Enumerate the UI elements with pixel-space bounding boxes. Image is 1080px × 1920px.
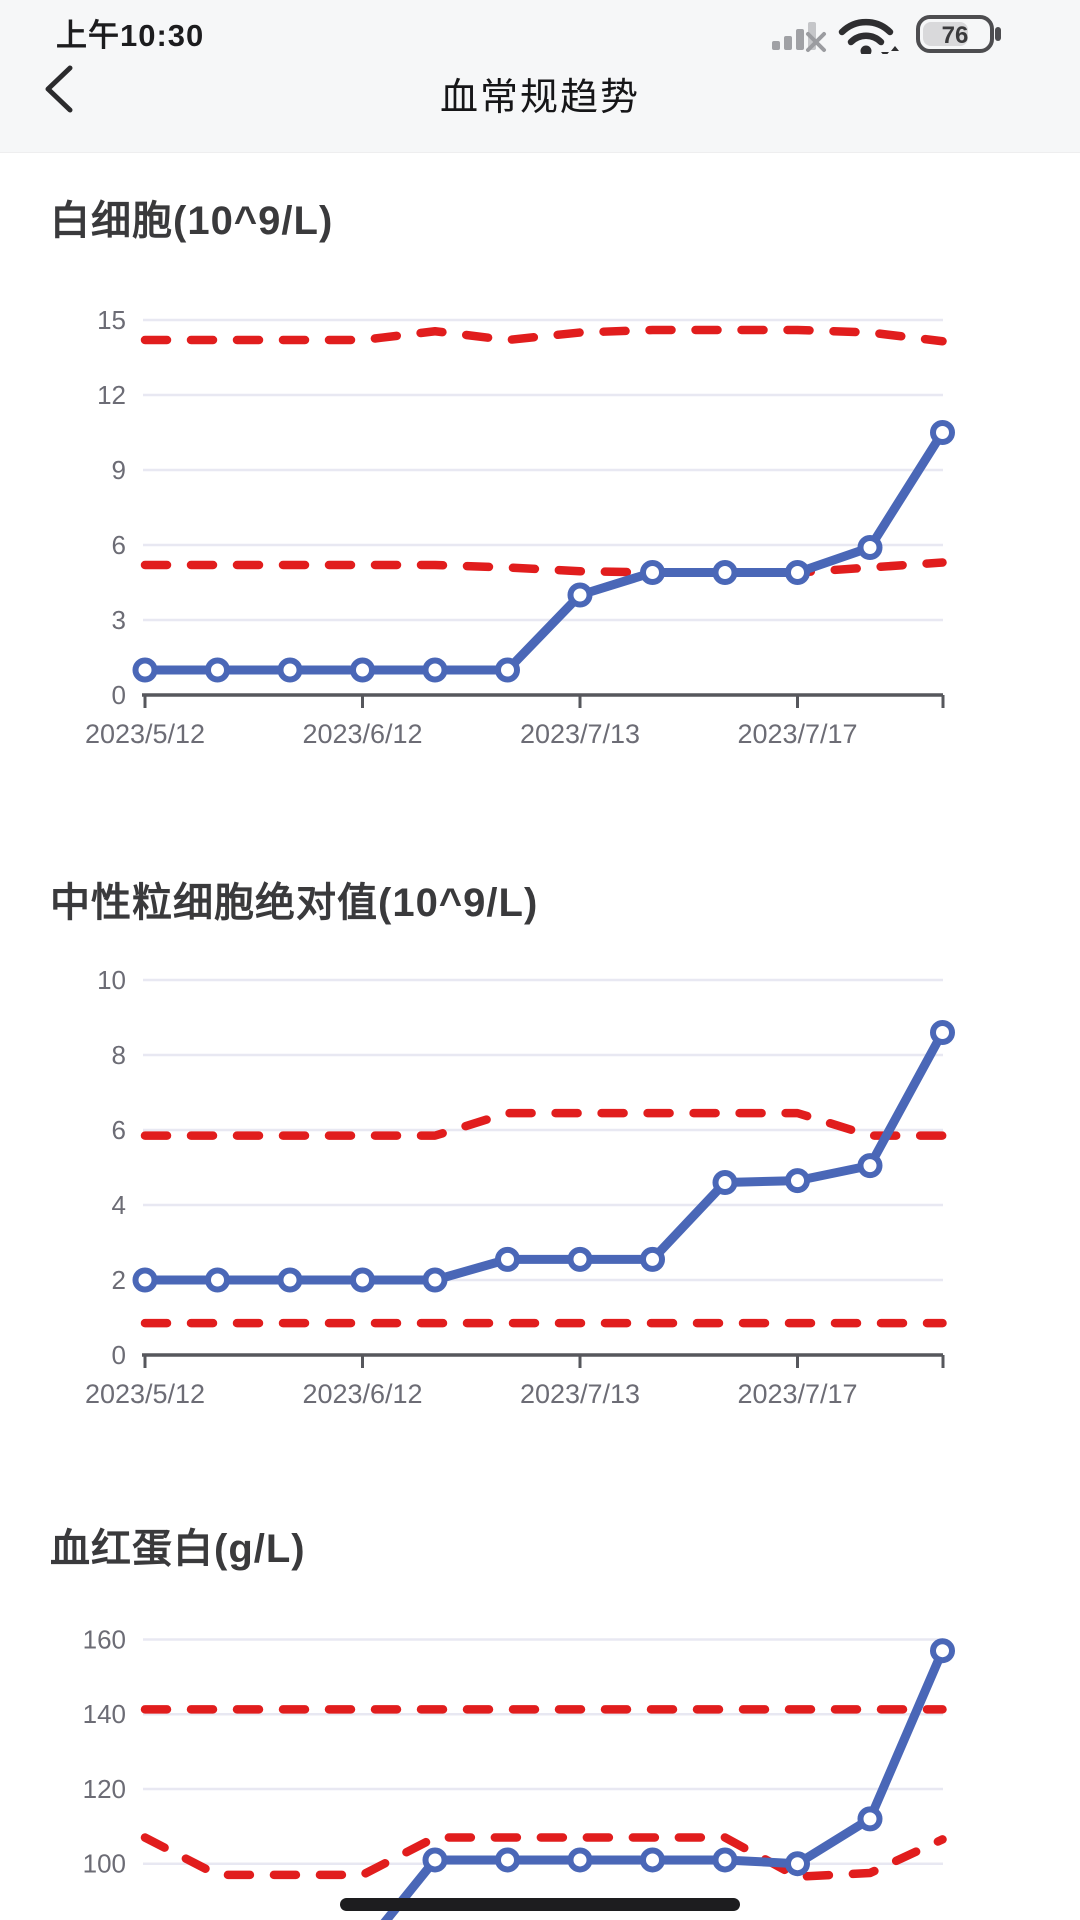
svg-text:2: 2 [112,1265,126,1295]
svg-text:10: 10 [97,965,126,995]
chart-title-neutrophil: 中性粒细胞绝对值(10^9/L) [50,881,539,925]
svg-text:100: 100 [83,1849,126,1879]
page-title: 血常规趋势 [439,77,640,119]
svg-text:2023/7/17: 2023/7/17 [737,719,857,749]
svg-text:6: 6 [112,1115,126,1145]
svg-text:0: 0 [112,680,126,710]
svg-text:15: 15 [97,305,126,335]
svg-text:3: 3 [112,605,126,635]
cellular-no-service-icon [772,22,826,52]
wbc-trend-plot: 15 12 9 6 3 0 2023/5/12 2023/6/12 2023/7/13 2023/… [85,305,955,749]
svg-text:2023/7/13: 2023/7/13 [520,1379,640,1409]
svg-text:9: 9 [112,455,126,485]
svg-text:2023/6/12: 2023/6/12 [302,1379,422,1409]
svg-text:2023/7/17: 2023/7/17 [737,1379,857,1409]
back-button[interactable] [34,58,94,118]
svg-text:0: 0 [112,1340,126,1370]
svg-text:6: 6 [112,530,126,560]
svg-text:2023/7/13: 2023/7/13 [520,719,640,749]
chart-title-wbc: 白细胞(10^9/L) [50,199,334,243]
chart-title-hemoglobin: 血红蛋白(g/L) [50,1527,306,1571]
svg-text:160: 160 [83,1624,126,1654]
neutrophil-trend-plot: 10 8 6 4 2 0 2023/5/12 2023/6/12 2023/7/13 2023/7… [85,965,955,1409]
battery-icon: 76 [916,15,1001,53]
battery-percent-text: 76 [942,22,969,49]
svg-text:2023/5/12: 2023/5/12 [85,1379,205,1409]
hemoglobin-trend-plot: 160 140 120 100 [83,1624,955,1920]
svg-text:12: 12 [97,380,126,410]
svg-text:2023/5/12: 2023/5/12 [85,719,205,749]
svg-text:120: 120 [83,1774,126,1804]
svg-text:4: 4 [112,1190,126,1220]
home-indicator[interactable] [340,1898,740,1911]
svg-text:140: 140 [83,1699,126,1729]
status-time: 上午10:30 [56,18,205,53]
svg-text:8: 8 [112,1040,126,1070]
chevron-left-icon [45,65,73,113]
wifi-icon [838,18,899,54]
svg-text:2023/6/12: 2023/6/12 [302,719,422,749]
header-band [0,0,1080,153]
